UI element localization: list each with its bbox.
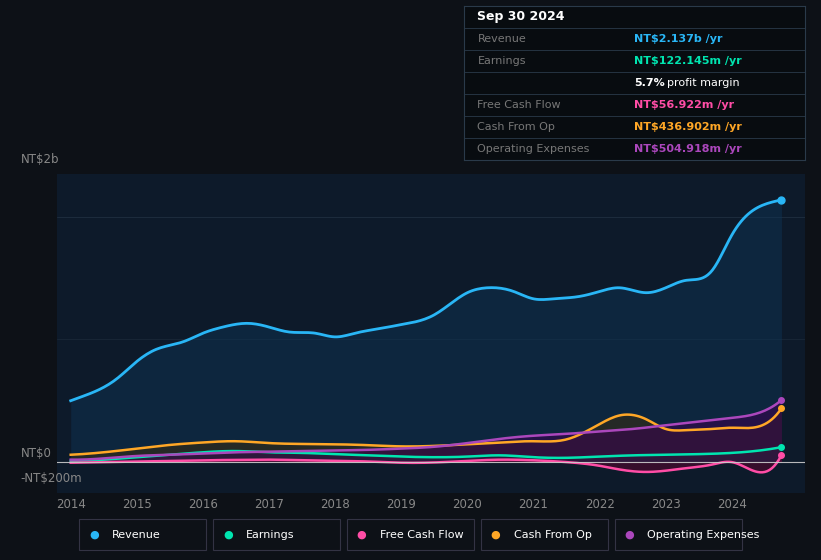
Text: Earnings: Earnings <box>478 55 526 66</box>
Text: NT$2.137b /yr: NT$2.137b /yr <box>635 34 722 44</box>
Text: ●: ● <box>223 530 232 540</box>
Text: Free Cash Flow: Free Cash Flow <box>380 530 463 540</box>
Text: Sep 30 2024: Sep 30 2024 <box>478 10 565 23</box>
Text: NT$122.145m /yr: NT$122.145m /yr <box>635 55 742 66</box>
Text: NT$436.902m /yr: NT$436.902m /yr <box>635 122 742 132</box>
Text: ●: ● <box>625 530 634 540</box>
Text: Cash From Op: Cash From Op <box>514 530 591 540</box>
Text: NT$2b: NT$2b <box>21 153 59 166</box>
Text: ●: ● <box>357 530 366 540</box>
Text: Operating Expenses: Operating Expenses <box>478 143 589 153</box>
Text: NT$0: NT$0 <box>21 447 52 460</box>
Text: -NT$200m: -NT$200m <box>21 472 82 486</box>
Text: Revenue: Revenue <box>478 34 526 44</box>
Text: NT$504.918m /yr: NT$504.918m /yr <box>635 143 742 153</box>
Text: Free Cash Flow: Free Cash Flow <box>478 100 561 110</box>
Text: Revenue: Revenue <box>112 530 161 540</box>
Text: profit margin: profit margin <box>667 78 739 87</box>
Text: NT$56.922m /yr: NT$56.922m /yr <box>635 100 734 110</box>
Text: ●: ● <box>491 530 500 540</box>
Text: ●: ● <box>89 530 99 540</box>
Text: Cash From Op: Cash From Op <box>478 122 555 132</box>
Text: Operating Expenses: Operating Expenses <box>647 530 759 540</box>
Text: Earnings: Earnings <box>246 530 295 540</box>
Text: 5.7%: 5.7% <box>635 78 665 87</box>
